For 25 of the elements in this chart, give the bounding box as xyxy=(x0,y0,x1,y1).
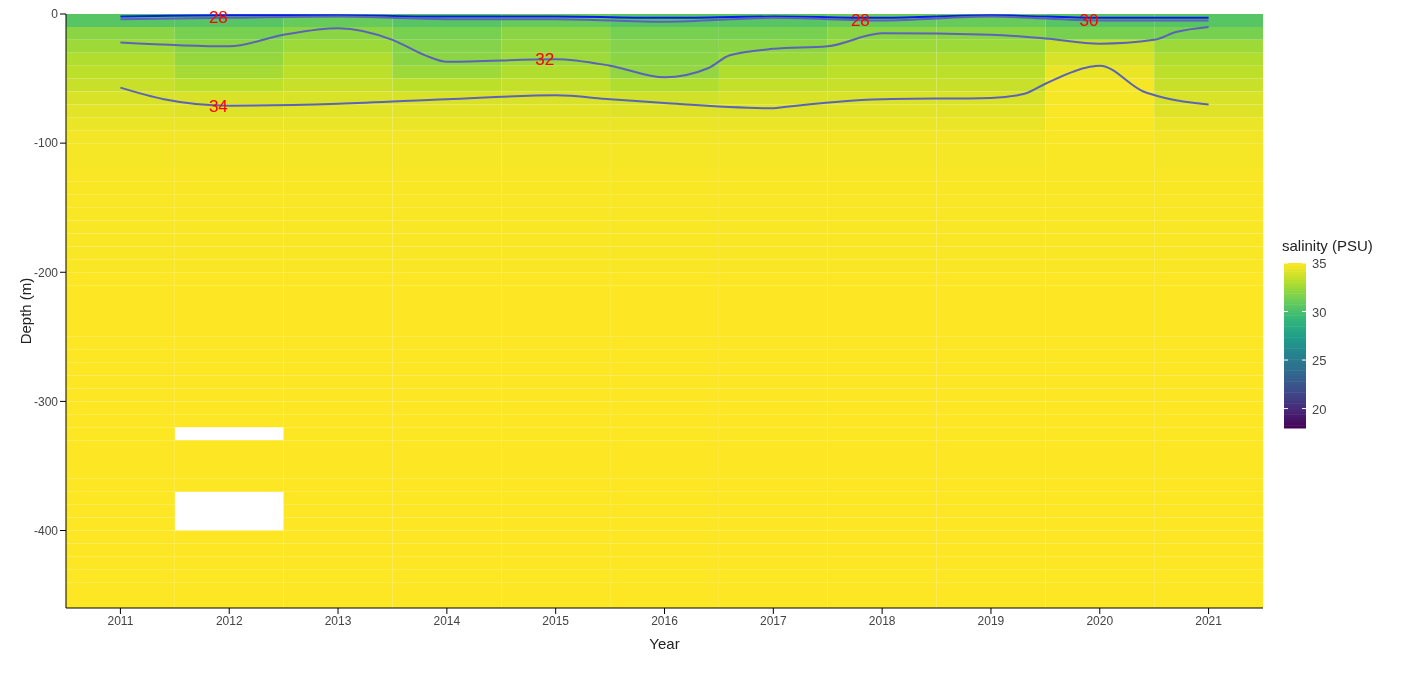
x-tick-label: 2019 xyxy=(977,613,1005,628)
x-tick-label: 2015 xyxy=(542,613,570,628)
y-tick-label: 0 xyxy=(51,7,59,22)
color-bar-label: 25 xyxy=(1312,353,1327,369)
x-tick-label: 2021 xyxy=(1195,613,1223,628)
line-series xyxy=(119,25,1210,79)
y-tick-label: -400 xyxy=(33,523,59,538)
x-tick-label: 2013 xyxy=(324,613,352,628)
x-tick-label: 2020 xyxy=(1086,613,1114,628)
y-tick-label: -200 xyxy=(33,265,59,280)
color-bar-label: 20 xyxy=(1312,401,1327,417)
color-bar-label: 35 xyxy=(1312,256,1327,271)
y-axis-title: Depth (m) xyxy=(17,277,35,345)
x-tick-label: 2011 xyxy=(107,613,134,628)
x-tick-label: 2012 xyxy=(215,613,243,628)
x-tick-label: 2014 xyxy=(433,613,461,628)
line-series xyxy=(119,64,1210,110)
color-bar-label: 30 xyxy=(1312,304,1327,320)
y-tick-label: -100 xyxy=(33,136,59,151)
x-axis-title: Year xyxy=(649,634,680,652)
color-bar-title: salinity (PSU) xyxy=(1282,237,1373,254)
y-tick-label: -300 xyxy=(33,394,59,409)
x-tick-label: 2018 xyxy=(868,613,896,628)
x-tick-label: 2017 xyxy=(759,613,787,628)
x-tick-label: 2016 xyxy=(651,613,679,628)
